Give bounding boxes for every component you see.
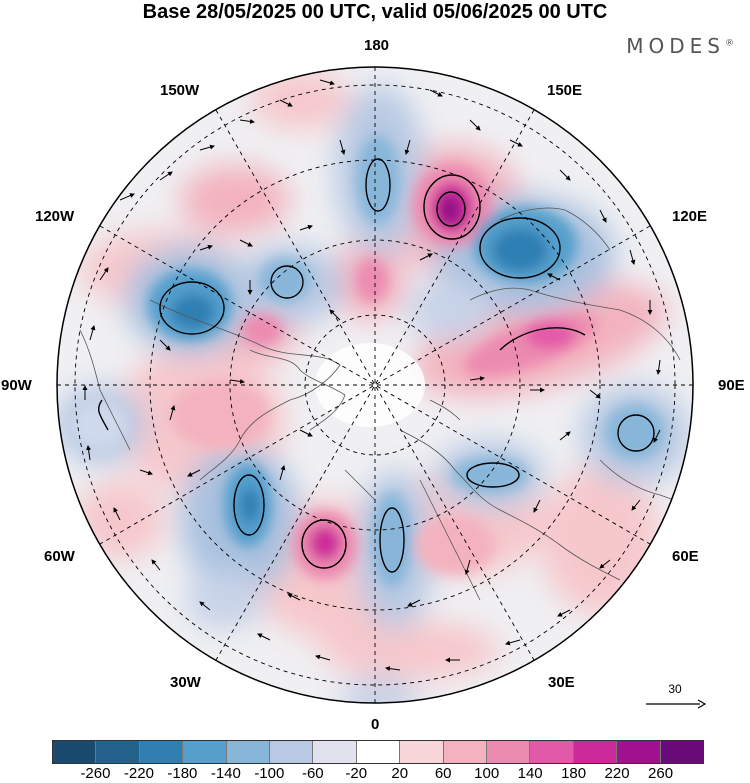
coastlines — [79, 207, 691, 601]
brand-mark: ® — [725, 38, 734, 49]
graticule — [57, 67, 693, 703]
colorbar-tick-label: -260 — [80, 765, 111, 782]
lon-label-30w: 30W — [170, 674, 201, 691]
colorbar-segment — [443, 741, 488, 763]
colorbar-segment — [356, 741, 401, 763]
lon-label-150w: 150W — [160, 82, 200, 99]
colorbar-tick-label: -180 — [167, 765, 198, 782]
lon-label-60w: 60W — [44, 548, 75, 565]
colorbar-segment — [313, 741, 357, 763]
colorbar-tick-label: 20 — [391, 765, 409, 782]
colorbar-tick-label: 60 — [434, 765, 452, 782]
reference-arrow-icon — [646, 699, 706, 709]
colorbar-tick-label: 260 — [648, 765, 674, 782]
colorbar-tick-label: 100 — [474, 765, 500, 782]
lon-label-30e: 30E — [548, 674, 575, 691]
reference-vector: 30 — [642, 682, 708, 712]
lon-label-120e: 120E — [672, 208, 708, 225]
colorbar-tick-label: -100 — [254, 765, 285, 782]
colorbar-tick-label: 220 — [604, 765, 630, 782]
polar-anomaly-map — [56, 66, 694, 704]
colorbar-tick-label: -220 — [123, 765, 154, 782]
colorbar-segment — [270, 741, 314, 763]
brand-name: MODES — [626, 34, 725, 58]
lon-label-0: 0 — [371, 716, 380, 733]
chart-title: Base 28/05/2025 00 UTC, valid 05/06/2025… — [142, 1, 608, 23]
lon-label-120w: 120W — [35, 208, 75, 225]
map-border — [56, 66, 694, 704]
colorbar-segment — [183, 741, 227, 763]
colorbar-segment — [96, 741, 140, 763]
colorbar-tick-label: 140 — [517, 765, 543, 782]
modes-logo: MODES® — [626, 34, 734, 58]
colorbar-ticks: -260 -220 -180 -140 -100 -60 -20 20 60 100 140 180 2… — [52, 764, 704, 783]
reference-vector-label: 30 — [668, 682, 682, 696]
lon-label-90e: 90E — [718, 377, 745, 394]
wind-vectors — [82, 79, 662, 672]
colorbar-segment — [53, 741, 97, 763]
colorbar-tick-label: -20 — [345, 765, 368, 782]
colorbar-tick-label: -140 — [210, 765, 241, 782]
lon-label-150e: 150E — [547, 82, 583, 99]
contours — [98, 158, 655, 573]
colorbar-segment — [573, 741, 618, 763]
colorbar-segment — [400, 741, 444, 763]
colorbar-segment — [226, 741, 271, 763]
colorbar — [52, 740, 704, 764]
colorbar-segment — [617, 741, 661, 763]
colorbar-segment — [660, 741, 704, 763]
colorbar-tick-label: 180 — [561, 765, 587, 782]
colorbar-tick-label: -60 — [301, 765, 324, 782]
colorbar-segment — [139, 741, 184, 763]
lon-label-60e: 60E — [672, 548, 699, 565]
lon-label-180: 180 — [364, 37, 390, 54]
colorbar-segment — [530, 741, 574, 763]
colorbar-segment — [487, 741, 531, 763]
lon-label-90w: 90W — [1, 377, 32, 394]
